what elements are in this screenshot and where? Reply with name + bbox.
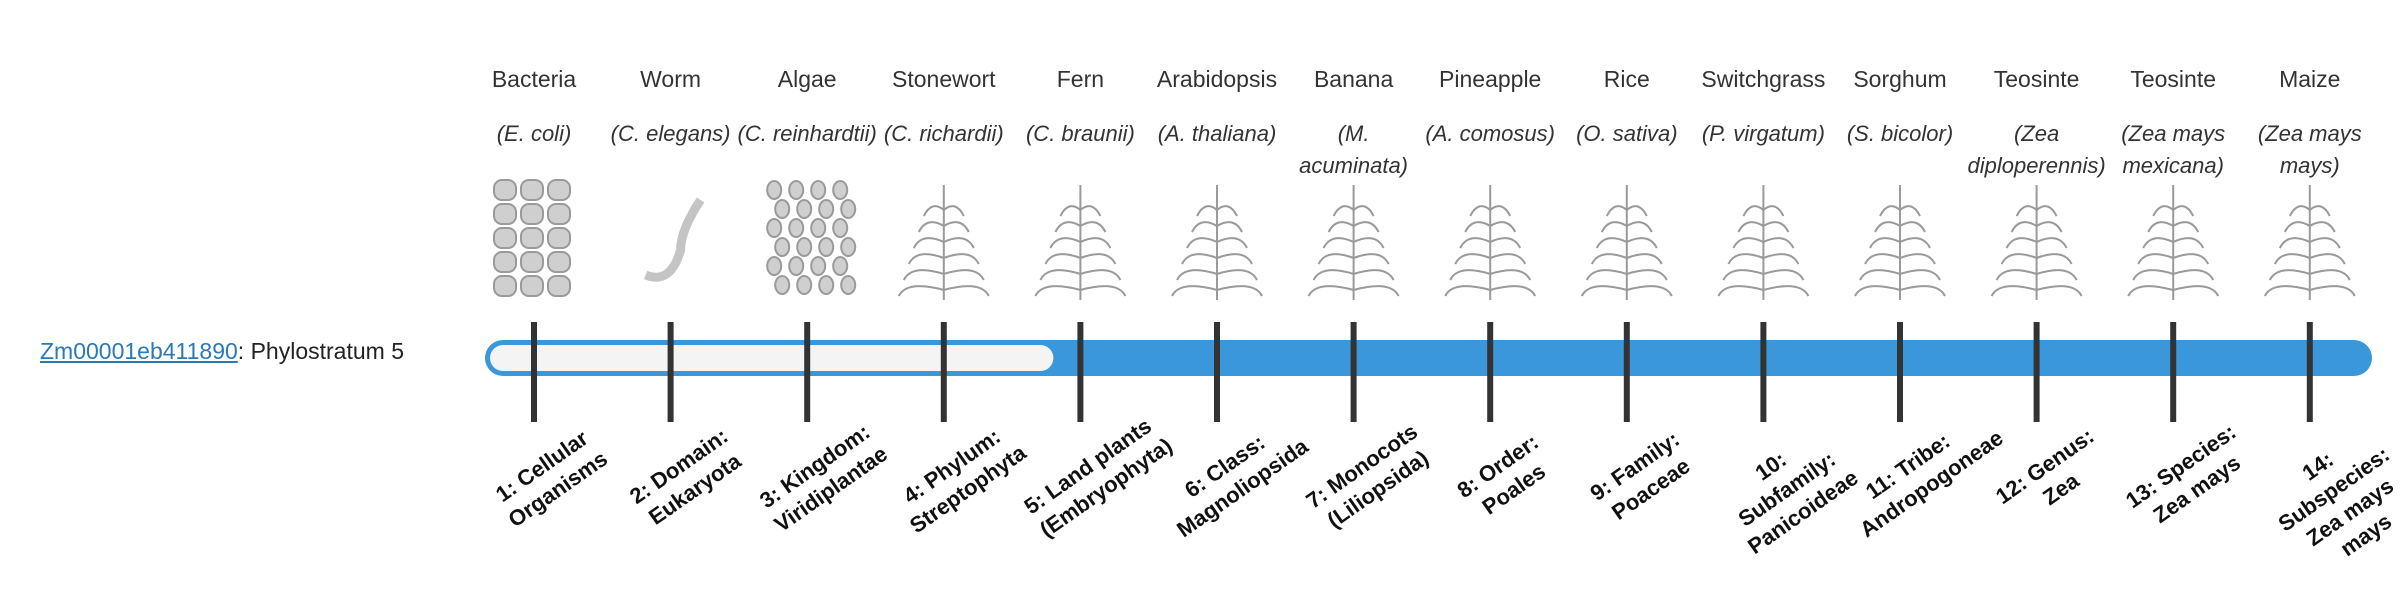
organism-name: Switchgrass (1701, 66, 1826, 92)
organism-image (1717, 185, 1810, 300)
species-name: (C. richardii) (883, 121, 1004, 146)
gene-line: Zm00001eb411890: Phylostratum 5 (40, 338, 404, 365)
organism-name: Worm (640, 66, 702, 92)
organism-image (897, 185, 990, 300)
species-name: (Zea mays mexicana) (2121, 121, 2226, 178)
organism-name: Arabidopsis (1156, 66, 1278, 92)
organism-image (2263, 185, 2356, 300)
organism-image (1171, 185, 1263, 300)
organism-name: Sorghum (1853, 66, 1947, 92)
organism-image (766, 180, 857, 295)
organism-image (643, 197, 705, 282)
species-name: (C. braunii) (1025, 121, 1135, 146)
species-name: (C. elegans) (610, 121, 731, 146)
organism-image (493, 179, 571, 297)
species-name: (A. thaliana) (1157, 121, 1277, 146)
organism-image (2127, 185, 2220, 300)
bar-empty (490, 345, 1054, 371)
organism-name: Teosinte (1993, 66, 2080, 92)
organism-name: Bacteria (491, 66, 577, 92)
species-name: (S. bicolor) (1846, 121, 1954, 146)
organism-image (1854, 185, 1946, 300)
organism-name: Stonewort (892, 66, 996, 92)
organism-image (1444, 185, 1537, 300)
species-name: (E. coli) (496, 121, 572, 146)
stratum-number: 5 (391, 338, 404, 364)
stratum-label: Phylostratum (250, 338, 385, 364)
organism-image (1580, 185, 1673, 300)
gene-link[interactable]: Zm00001eb411890 (40, 338, 238, 364)
organism-image (1990, 185, 2083, 300)
species-name: (P. virgatum) (1701, 121, 1825, 146)
organism-name: Algae (777, 66, 837, 92)
species-name: (Zea diploperennis) (1967, 121, 2106, 178)
species-name: (Zea mays mays) (2257, 121, 2362, 178)
separator: : (237, 338, 245, 364)
organism-name: Teosinte (2130, 66, 2217, 92)
species-name: (M. acuminata) (1299, 121, 1409, 178)
species-name: (A. comosus) (1425, 121, 1555, 146)
organism-name: Rice (1603, 66, 1650, 92)
species-name: (O. sativa) (1576, 121, 1678, 146)
organism-image (1307, 185, 1400, 300)
species-name: (C. reinhardtii) (737, 121, 877, 146)
organism-name: Maize (2279, 66, 2341, 92)
organism-name: Fern (1056, 66, 1105, 92)
organism-name: Banana (1313, 66, 1394, 92)
organism-name: Pineapple (1439, 66, 1542, 92)
organism-image (1034, 185, 1127, 300)
